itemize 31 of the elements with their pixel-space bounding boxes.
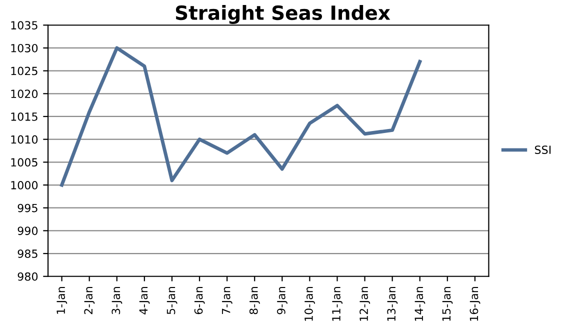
x-tick-label: 9-Jan [276,287,288,314]
y-tick-label: 1015 [11,112,38,121]
y-tick-label: 1010 [11,135,38,144]
legend-label: SSI [534,146,551,154]
x-tick-label: 2-Jan [84,287,95,314]
x-tick-label: 10-Jan [304,287,315,321]
y-tick-label: 1025 [11,66,38,76]
y-tick-label: 1030 [11,44,38,52]
y-tick-label: 1000 [11,180,38,190]
x-tick-label: 3-Jan [112,287,122,314]
x-tick-label: 13-Jan [387,287,398,321]
y-tick-label: 995 [18,204,38,212]
x-tick-label: 4-Jan [139,287,150,314]
line-series [60,46,422,187]
y-tick-label: 990 [18,226,38,236]
y-tick-label: 985 [18,250,38,258]
x-tick-label: 16-Jan [470,287,480,321]
x-tick-label: 5-Jan [166,287,178,314]
y-tick-label: 1020 [11,90,38,98]
x-tick-label: 6-Jan [194,287,205,314]
y-tick-label: 1005 [11,158,38,167]
x-tick-label: 14-Jan [414,287,426,321]
x-tick-label: 12-Jan [360,287,370,321]
x-tick-label: 11-Jan [332,287,343,321]
x-tick-label: 7-Jan [222,287,232,314]
chart-title: Straight Seas Index [176,5,390,24]
x-tick-label: 15-Jan [442,287,453,321]
y-tick-label: 1035 [11,21,38,30]
x-tick-label: 1-Jan [56,287,68,314]
x-tick-label: 8-Jan [249,287,260,314]
y-tick-label: 980 [18,272,38,281]
